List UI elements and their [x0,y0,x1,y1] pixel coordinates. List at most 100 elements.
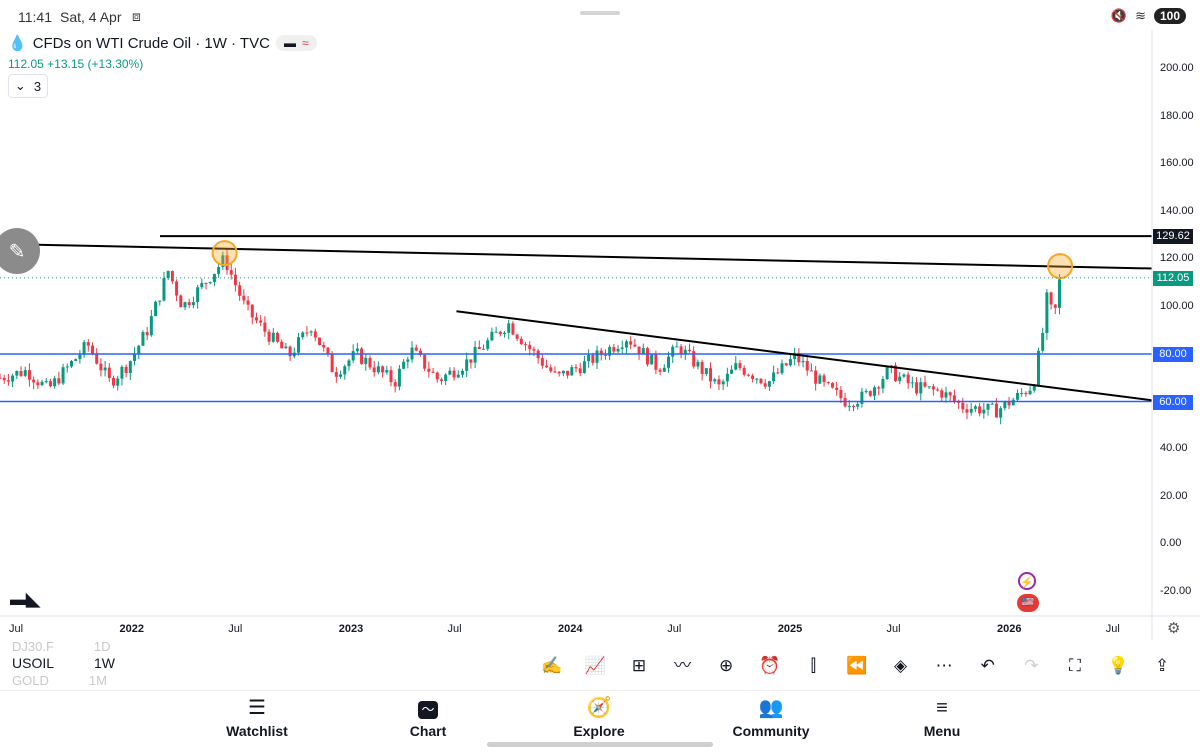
candle [835,381,839,396]
fullscreen-icon[interactable]: ⛶ [1068,656,1081,675]
candle [414,344,418,352]
candle [881,376,885,394]
price-change: 112.05 +13.15 (+13.30%) [8,57,317,71]
highlight-circle[interactable] [211,240,238,267]
price-chart[interactable] [0,0,1200,640]
candle [923,375,927,388]
menu-icon: ≡ [936,697,948,719]
candle [372,360,376,377]
candle-type-icon[interactable]: ⫿ [810,656,817,675]
candle [225,248,229,275]
candle [1058,274,1062,315]
candle [23,366,27,378]
candle [742,365,746,377]
candle [662,364,666,373]
candle [465,352,469,378]
nav-explore[interactable]: 🧭 Explore [539,697,659,739]
candle [931,383,935,396]
candle [688,343,692,353]
y-tick-label: 200.00 [1160,62,1194,74]
candle [830,382,834,389]
candle [439,377,443,385]
candle [124,364,128,378]
highlight-circle[interactable] [1047,253,1074,280]
bottom-navigation: ☰ Watchlist 〜 Chart 🧭 Explore 👥 Communit… [0,690,1200,752]
axis-settings-icon[interactable]: ⚙ [1167,620,1181,637]
candle [74,358,78,362]
symbol-interval: 1W [94,655,116,671]
idea-icon[interactable]: 💡 [1107,656,1130,675]
candle [582,355,586,374]
trendline[interactable] [0,242,1153,270]
candle [381,365,385,378]
candle [877,385,881,396]
battery-icon: 100 [1153,8,1186,24]
x-tick-label: 2026 [997,623,1022,635]
candle [936,387,940,392]
candle [250,304,254,325]
alarm-icon[interactable]: ⏰ [759,656,781,675]
candle [355,342,359,355]
candle [32,376,36,390]
nav-watchlist[interactable]: ☰ Watchlist [197,697,317,739]
chart-icon: 〜 [368,697,488,719]
undo-icon[interactable]: ↶ [980,656,995,675]
candle [448,367,452,376]
collapse-indicators-button[interactable]: ⌄ 3 [8,74,48,98]
candle [822,373,826,387]
candle [40,379,44,387]
candle [166,270,170,281]
candle [82,339,86,358]
add-icon[interactable]: ⊕ [719,656,734,675]
nav-menu[interactable]: ≡ Menu [882,697,1002,739]
candle [519,336,523,345]
x-tick-label: 2022 [119,623,145,635]
drawing-tool-button[interactable]: ✎ [0,228,40,274]
layout-grid-icon[interactable]: ⊞ [631,656,647,675]
candle [406,356,410,369]
tradingview-logo-icon: ▬◣ [10,589,40,609]
symbol-row-active[interactable]: USOIL 1W [12,652,115,674]
candle [1045,289,1049,340]
us-flag-event-icon[interactable]: 🇺🇸 [1017,594,1039,612]
candle [6,374,10,386]
candle [578,362,582,377]
replay-icon[interactable]: ⏪ [846,656,868,675]
nav-community[interactable]: 👥 Community [711,697,831,739]
nav-chart[interactable]: 〜 Chart [368,697,488,739]
candle [86,339,90,352]
symbol-list[interactable]: DJ30.F 1D USOIL 1W GOLD 1M [12,640,115,686]
draw-tool-icon[interactable]: ✍ [541,656,563,675]
candle [154,300,158,317]
trendline[interactable] [456,310,1153,402]
candle [730,365,734,375]
symbol-row-faded[interactable]: GOLD 1M [12,674,115,686]
level-price-tag: 80.00 [1153,347,1193,362]
lightning-event-icon[interactable]: ⚡ [1018,572,1036,590]
symbol-row-faded[interactable]: DJ30.F 1D [12,640,115,652]
compare-icon[interactable]: 〰 [674,656,692,675]
drag-handle[interactable] [580,11,620,15]
candle [498,330,502,337]
home-indicator[interactable] [487,742,713,747]
candle [927,386,931,390]
candle [322,341,326,352]
candle [267,329,271,346]
candle [212,273,216,287]
indicator-pill[interactable]: ▬ ≈ [275,35,317,51]
last-price: 112.05 [8,57,44,71]
symbol-title[interactable]: CFDs on WTI Crude Oil · 1W · TVC [32,34,270,52]
indicators-icon[interactable]: 📈 [584,656,606,675]
x-tick-label: Jul [9,623,24,635]
candle [389,366,393,387]
share-icon[interactable]: ⇪ [1154,656,1170,675]
x-tick-label: 2023 [338,623,364,635]
redo-icon[interactable]: ↷ [1024,656,1039,675]
candle [595,345,599,370]
layers-icon[interactable]: ◈ [894,656,908,675]
symbol-interval: 1M [88,674,107,686]
candle [860,387,864,408]
candle [1049,291,1053,310]
more-icon[interactable]: ⋯ [935,656,953,675]
chevron-down-icon: ⌄ [14,78,26,93]
